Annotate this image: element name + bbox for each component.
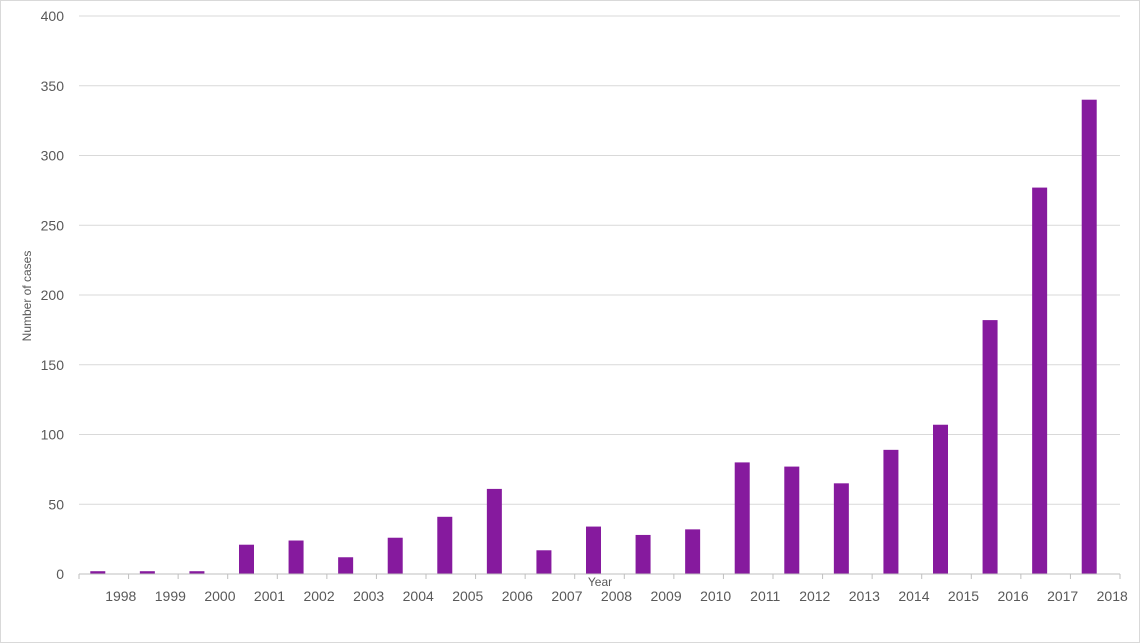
bar-2010 [685, 529, 701, 574]
y-tick-label: 200 [41, 287, 65, 303]
x-tick-label: 2010 [700, 588, 731, 604]
x-tick-label: 2012 [799, 588, 830, 604]
bar-1999 [139, 571, 155, 574]
bar-2007 [536, 550, 552, 574]
x-tick-label: 2005 [452, 588, 483, 604]
x-tick-label: 2000 [204, 588, 235, 604]
y-tick-label: 50 [48, 496, 64, 512]
y-tick-label: 250 [41, 217, 65, 233]
bar-2011 [734, 462, 750, 574]
bar-2017 [1032, 187, 1048, 574]
x-tick-label: 2004 [403, 588, 434, 604]
x-tick-label: 2007 [551, 588, 582, 604]
bar-2008 [586, 526, 601, 574]
x-tick-label: 2002 [303, 588, 334, 604]
y-tick-label: 400 [41, 8, 65, 24]
bar-2018 [1081, 99, 1097, 574]
x-tick-label: 2017 [1047, 588, 1078, 604]
y-axis-title: Number of cases [20, 251, 34, 342]
x-tick-label: 2009 [650, 588, 681, 604]
bar-2014 [883, 449, 899, 574]
x-tick-label: 2006 [502, 588, 533, 604]
x-axis [78, 573, 1121, 579]
bar-2001 [239, 544, 254, 574]
x-tick-label: 1998 [105, 588, 136, 604]
x-tick-label: 2014 [898, 588, 929, 604]
y-tick-label: 150 [41, 357, 65, 373]
y-tick-label: 300 [41, 148, 65, 164]
bar-2013 [833, 483, 849, 574]
x-tick-label: 1999 [155, 588, 186, 604]
bar-2015 [933, 424, 948, 574]
y-axis-ticks: 0 50 100 150 200 250 300 350 400 [41, 8, 65, 582]
x-axis-title: Year [588, 575, 612, 589]
gridlines [79, 15, 1120, 505]
bar-2004 [387, 537, 403, 574]
bar-2005 [437, 516, 453, 574]
bar-2000 [189, 571, 205, 574]
x-tick-label: 2003 [353, 588, 384, 604]
x-tick-label: 2001 [254, 588, 285, 604]
y-tick-label: 350 [41, 78, 65, 94]
bar-2006 [486, 488, 502, 574]
bar-2009 [635, 534, 651, 574]
x-tick-label: 2015 [948, 588, 979, 604]
bar-1998 [90, 571, 106, 574]
y-tick-label: 0 [56, 566, 64, 582]
x-axis-ticks: 1998 1999 2000 2001 2002 2003 2004 2005 2006 2007… [105, 588, 1128, 604]
x-tick-label: 2008 [601, 588, 632, 604]
bars [90, 99, 1097, 574]
bar-2003 [338, 557, 354, 574]
x-tick-label: 2016 [997, 588, 1028, 604]
x-tick-label: 2018 [1097, 588, 1128, 604]
bar-2002 [288, 540, 304, 574]
x-tick-label: 2011 [750, 588, 780, 604]
bar-2016 [982, 320, 998, 574]
y-tick-label: 100 [41, 427, 65, 443]
bar-2012 [784, 466, 800, 574]
x-tick-label: 2013 [849, 588, 880, 604]
